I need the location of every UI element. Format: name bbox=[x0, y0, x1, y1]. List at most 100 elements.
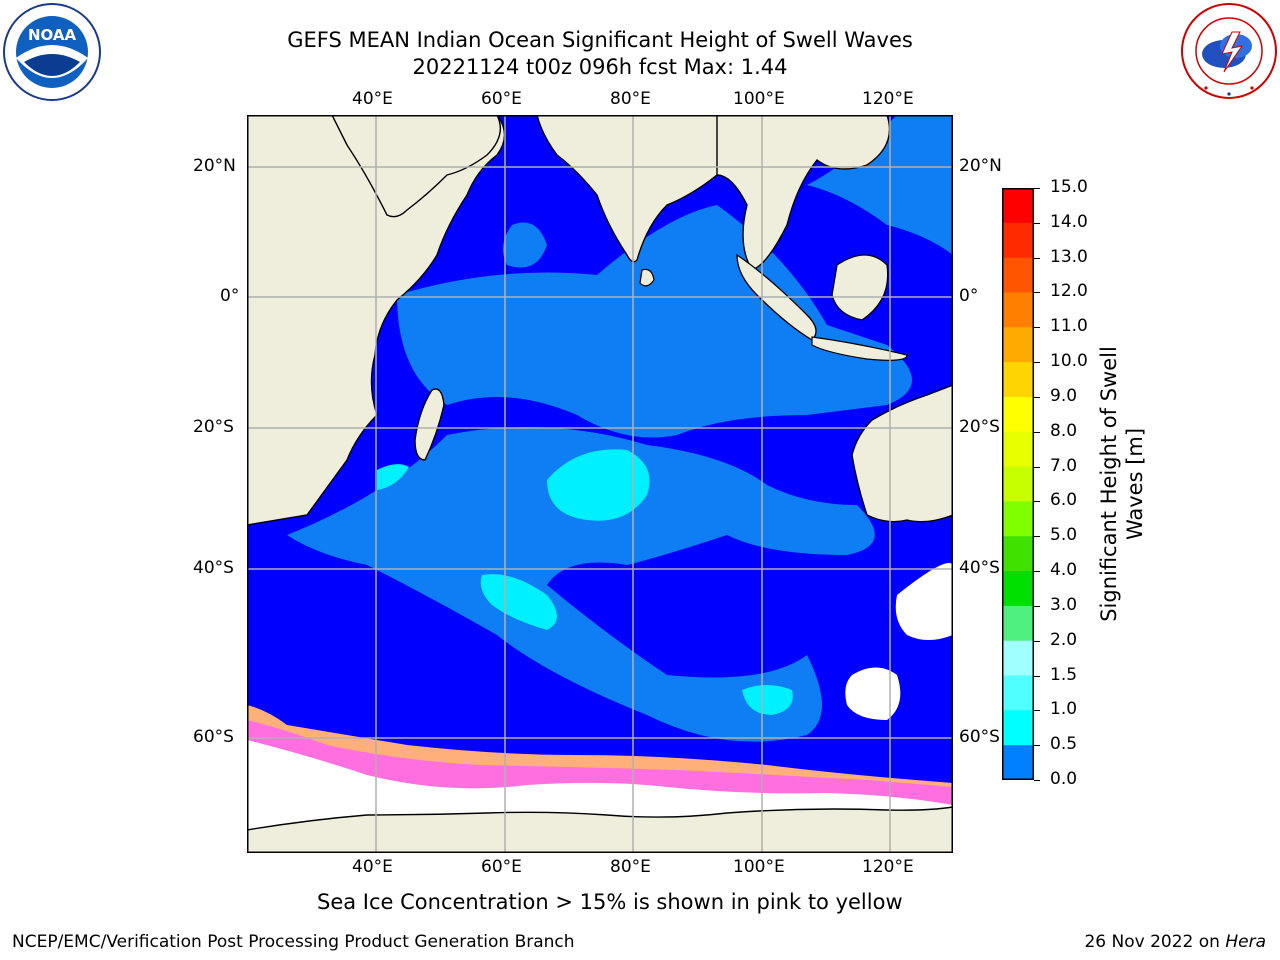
land-madagascar bbox=[414, 388, 445, 461]
footer-left: NCEP/EMC/Verification Post Processing Pr… bbox=[12, 932, 575, 952]
noaa-logo: NOAA bbox=[2, 2, 102, 102]
colorbar-bin bbox=[1002, 222, 1034, 259]
lon-label-top-40e: 40°E bbox=[352, 89, 393, 109]
lat-label-right-20n: 20°N bbox=[959, 156, 1002, 176]
colorbar-tick-mark bbox=[1034, 605, 1040, 607]
colorbar-bin bbox=[1002, 396, 1034, 433]
footer-host: Hera bbox=[1225, 932, 1266, 952]
colorbar-ticks: 15.0 14.0 13.0 12.0 11.0 10.0 9.0 8.0 7.0 6.0 5.0 4… bbox=[1034, 177, 1106, 790]
colorbar-tick-mark bbox=[1034, 362, 1040, 364]
sea-ice-note: Sea Ice Concentration > 15% is shown in … bbox=[317, 890, 903, 914]
lat-label-left-60s: 60°S bbox=[193, 727, 234, 747]
title-line-2: 20221124 t00z 096h fcst Max: 1.44 bbox=[412, 55, 788, 79]
colorbar-tick-label: 10.0 bbox=[1050, 351, 1088, 372]
land-australia bbox=[851, 383, 954, 523]
lon-label-top-120e: 120°E bbox=[862, 89, 914, 109]
colorbar-tick-mark bbox=[1034, 640, 1040, 642]
map-frame bbox=[247, 115, 953, 853]
swell-band-mid bbox=[397, 205, 912, 438]
colorbar-frame bbox=[1002, 188, 1034, 780]
colorbar-bin bbox=[1002, 536, 1034, 572]
colorbar-bin bbox=[1002, 292, 1034, 328]
colorbar-tick-mark bbox=[1034, 257, 1040, 259]
colorbar-tick-label: 13.0 bbox=[1050, 246, 1088, 267]
colorbar-tick-label: 3.0 bbox=[1050, 594, 1078, 615]
footer-date: 26 Nov 2022 on bbox=[1084, 932, 1226, 952]
colorbar-title-line-1: Significant Height of Swell bbox=[1097, 346, 1121, 622]
map-panel bbox=[246, 114, 954, 854]
colorbar-tick-label: 6.0 bbox=[1050, 490, 1078, 511]
map-svg bbox=[246, 114, 954, 854]
land-arabia bbox=[330, 114, 501, 218]
swell-band-east bbox=[807, 115, 953, 255]
colorbar-tick-label: 5.0 bbox=[1050, 525, 1078, 546]
colorbar-tick-label: 11.0 bbox=[1050, 316, 1088, 337]
lon-label-top-60e: 60°E bbox=[481, 89, 522, 109]
colorbar-title-line-2: Waves [m] bbox=[1123, 427, 1147, 541]
white-patch-east bbox=[895, 563, 953, 640]
colorbar-tick-mark bbox=[1034, 675, 1040, 677]
colorbar-bin bbox=[1002, 640, 1034, 677]
land-sri-lanka bbox=[639, 268, 655, 287]
colorbar-tick-label: 7.0 bbox=[1050, 455, 1078, 476]
lat-label-right-40s: 40°S bbox=[959, 558, 1000, 578]
colorbar-bin bbox=[1002, 675, 1034, 711]
noaa-logo-text: NOAA bbox=[28, 26, 77, 44]
swell-patch-west bbox=[503, 222, 547, 268]
swell-patch-cyan-south bbox=[480, 574, 557, 630]
lat-label-left-40s: 40°S bbox=[193, 558, 234, 578]
sea-ice-pink bbox=[247, 720, 953, 805]
colorbar-svg bbox=[1002, 188, 1034, 781]
chart-title: GEFS MEAN Indian Ocean Significant Heigh… bbox=[0, 27, 1200, 81]
colorbar-bin bbox=[1002, 501, 1034, 537]
colorbar-bin bbox=[1002, 571, 1034, 607]
lat-label-left-20n: 20°N bbox=[193, 156, 236, 176]
colorbar-tick-label: 4.0 bbox=[1050, 560, 1078, 581]
lon-label-bottom-100e: 100°E bbox=[733, 857, 785, 877]
colorbar-bin bbox=[1002, 362, 1034, 398]
colorbar-tick-mark bbox=[1034, 710, 1040, 712]
colorbar-tick-label: 1.5 bbox=[1050, 664, 1078, 685]
colorbar-tick-label: 14.0 bbox=[1050, 211, 1088, 232]
land-borneo bbox=[831, 254, 889, 321]
lat-label-left-20s: 20°S bbox=[193, 417, 234, 437]
colorbar-bin bbox=[1002, 327, 1034, 363]
colorbar bbox=[1002, 188, 1034, 781]
colorbar-bin bbox=[1002, 188, 1034, 224]
swell-band-south bbox=[287, 427, 875, 742]
lat-label-right-0: 0° bbox=[959, 286, 979, 306]
colorbar-tick-mark bbox=[1034, 745, 1040, 747]
nws-logo-icon bbox=[1181, 3, 1277, 99]
lon-label-top-100e: 100°E bbox=[733, 89, 785, 109]
colorbar-tick-label: 12.0 bbox=[1050, 281, 1088, 302]
colorbar-bin bbox=[1002, 605, 1034, 642]
swell-patch-cyan-central bbox=[547, 449, 650, 521]
colorbar-tick-mark bbox=[1034, 292, 1040, 294]
colorbar-tick-mark bbox=[1034, 327, 1040, 329]
colorbar-tick-label: 1.0 bbox=[1050, 699, 1078, 720]
land-java bbox=[811, 336, 908, 361]
colorbar-tick-mark bbox=[1034, 780, 1040, 781]
footer-right: 26 Nov 2022 on Hera bbox=[1084, 932, 1266, 952]
lon-label-bottom-120e: 120°E bbox=[862, 857, 914, 877]
title-line-1: GEFS MEAN Indian Ocean Significant Heigh… bbox=[287, 28, 913, 52]
colorbar-bin bbox=[1002, 710, 1034, 746]
lat-label-right-20s: 20°S bbox=[959, 417, 1000, 437]
lon-label-bottom-60e: 60°E bbox=[481, 857, 522, 877]
land-southeast-asia bbox=[716, 114, 891, 271]
noaa-logo-icon: NOAA bbox=[3, 3, 101, 101]
swell-patch-cyan-southeast bbox=[742, 685, 793, 715]
colorbar-tick-mark bbox=[1034, 431, 1040, 433]
land-antarctica bbox=[246, 806, 954, 854]
swell-patch-cyan-madagascar bbox=[377, 464, 409, 490]
colorbar-tick-mark bbox=[1034, 501, 1040, 503]
colorbar-bin bbox=[1002, 745, 1034, 781]
colorbar-tick-mark bbox=[1034, 466, 1040, 468]
lon-label-bottom-80e: 80°E bbox=[610, 857, 651, 877]
colorbar-tick-label: 15.0 bbox=[1050, 177, 1088, 197]
lon-label-bottom-40e: 40°E bbox=[352, 857, 393, 877]
colorbar-tick-mark bbox=[1034, 396, 1040, 398]
colorbar-tick-label: 8.0 bbox=[1050, 420, 1078, 441]
colorbar-tick-mark bbox=[1034, 188, 1040, 189]
lat-label-left-0: 0° bbox=[220, 286, 240, 306]
